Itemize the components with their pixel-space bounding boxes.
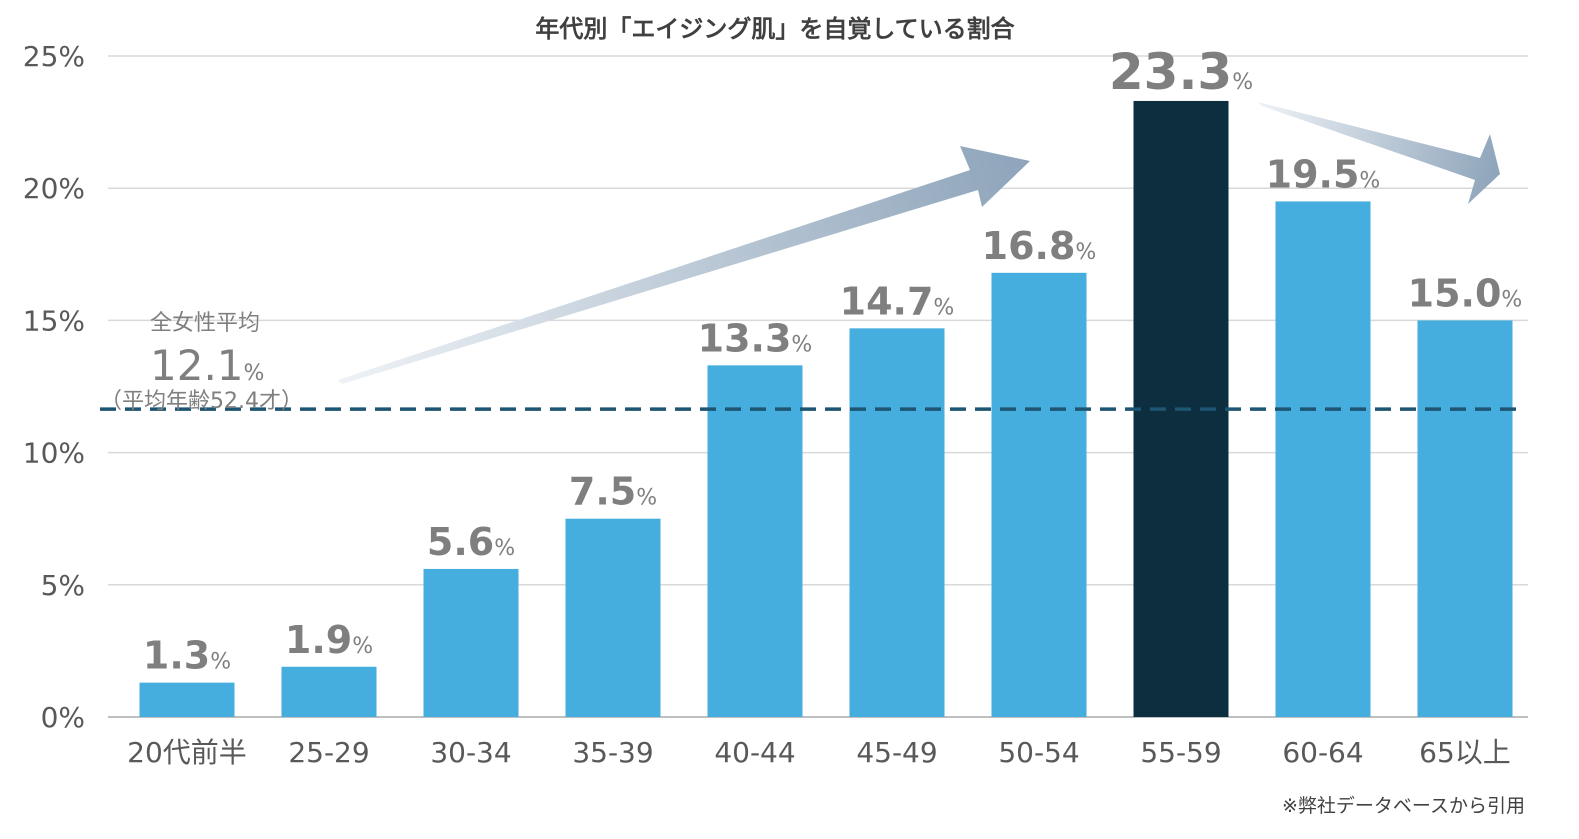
bar-value-unit: % — [933, 295, 954, 320]
bar — [565, 518, 661, 717]
x-tick-label: 35-39 — [572, 736, 653, 769]
y-tick-label: 20% — [23, 172, 85, 205]
bar-value-label: 7.5% — [569, 470, 657, 514]
bar-value-label: 23.3% — [1109, 43, 1253, 101]
average-value-unit: % — [244, 361, 265, 386]
x-tick-label: 65以上 — [1419, 736, 1511, 769]
x-tick-label: 30-34 — [430, 736, 511, 769]
bar-value-unit: % — [636, 486, 657, 511]
bar-value-number: 5.6 — [427, 520, 494, 564]
bar-value-unit: % — [352, 634, 373, 659]
bar-value-label: 1.9% — [285, 618, 373, 662]
bar — [991, 272, 1087, 717]
bar-value-unit: % — [210, 650, 231, 675]
bar-value-label: 15.0% — [1408, 271, 1523, 315]
bar-value-unit: % — [1075, 240, 1096, 265]
bar-value-label: 13.3% — [698, 316, 813, 360]
bar-value-number: 13.3 — [698, 316, 792, 360]
x-axis-tick-labels: 20代前半 25-29 30-34 35-39 40-44 45-49 50-54 55-59… — [127, 736, 1511, 769]
bar-value-number: 19.5 — [1266, 152, 1360, 196]
bar-value-number: 23.3 — [1109, 43, 1232, 101]
bar-value-label: 14.7% — [840, 279, 955, 323]
bar — [707, 365, 803, 717]
rising-trend-arrow — [338, 146, 1030, 384]
x-tick-label: 50-54 — [998, 736, 1079, 769]
y-tick-label: 10% — [23, 437, 85, 470]
y-tick-label: 0% — [41, 701, 85, 734]
y-axis-tick-labels: 0% 5% 10% 15% 20% 25% — [23, 40, 85, 734]
x-tick-label: 55-59 — [1140, 736, 1221, 769]
bar-value-unit: % — [1359, 168, 1380, 193]
x-tick-label: 20代前半 — [127, 736, 247, 769]
bar-value-number: 7.5 — [569, 470, 636, 514]
bar-value-label: 5.6% — [427, 520, 515, 564]
bar-value-label: 1.3% — [143, 634, 231, 678]
bar — [849, 328, 945, 717]
value-labels: 1.3%1.9%5.6%7.5%13.3%14.7%16.8%23.3%19.5… — [143, 43, 1522, 678]
bar-value-number: 16.8 — [982, 224, 1076, 268]
average-label: 全女性平均 — [150, 311, 260, 336]
bar — [281, 666, 377, 717]
x-tick-label: 40-44 — [714, 736, 795, 769]
bar — [423, 568, 519, 717]
bar-value-label: 19.5% — [1266, 152, 1381, 196]
bar-value-unit: % — [494, 536, 515, 561]
bar-value-number: 15.0 — [1408, 271, 1502, 315]
x-tick-label: 25-29 — [288, 736, 369, 769]
y-tick-label: 5% — [41, 569, 85, 602]
bar-value-label: 16.8% — [982, 224, 1097, 268]
bar-value-number: 1.3 — [143, 634, 210, 678]
y-tick-label: 15% — [23, 304, 85, 337]
falling-trend-arrow — [1258, 102, 1500, 204]
chart-title: 年代別「エイジング肌」を自覚している割合 — [535, 15, 1015, 43]
bar-value-number: 1.9 — [285, 618, 352, 662]
x-tick-label: 45-49 — [856, 736, 937, 769]
average-age-note: （平均年齢52.4才） — [100, 389, 303, 414]
bar-value-unit: % — [1501, 287, 1522, 312]
y-tick-label: 25% — [23, 40, 85, 73]
bar-value-number: 14.7 — [840, 279, 934, 323]
source-footnote: ※弊社データベースから引用 — [1282, 795, 1525, 817]
bar — [1275, 201, 1371, 718]
bar — [1417, 320, 1513, 717]
average-value: 12.1% — [150, 341, 264, 390]
average-value-number: 12.1 — [150, 341, 244, 390]
bar-value-unit: % — [791, 332, 812, 357]
bar — [139, 682, 235, 717]
bars — [139, 100, 1513, 718]
x-tick-label: 60-64 — [1282, 736, 1363, 769]
bar-value-unit: % — [1232, 70, 1253, 95]
